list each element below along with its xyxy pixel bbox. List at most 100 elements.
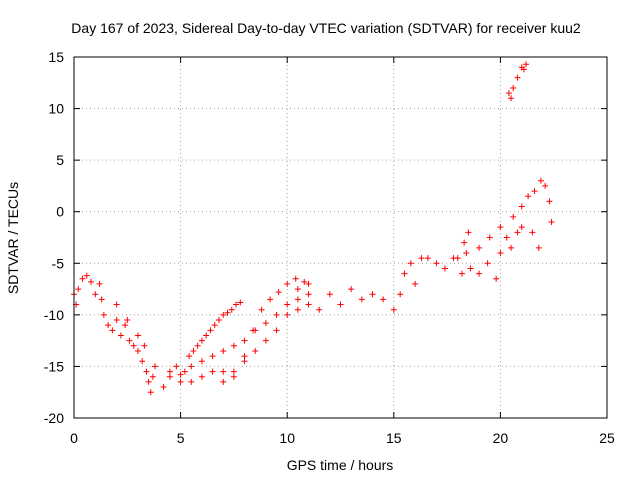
data-point (145, 378, 152, 385)
data-point (407, 260, 414, 267)
data-point (424, 255, 431, 262)
data-point (88, 278, 95, 285)
data-point (160, 384, 167, 391)
data-point (166, 368, 173, 375)
y-tick-label: 15 (48, 49, 64, 65)
data-point (275, 289, 282, 296)
data-point (476, 270, 483, 277)
data-point (535, 244, 542, 251)
data-point (316, 306, 323, 313)
tick-labels: 0 5 10 15 20 25 -20 -15 -10 -5 0 5 10 15 (44, 49, 615, 446)
data-point (505, 90, 512, 97)
data-point (294, 306, 301, 313)
data-point (510, 84, 517, 91)
y-tick-label: -10 (44, 307, 64, 323)
y-tick-label: 10 (48, 101, 64, 117)
data-point (220, 368, 227, 375)
data-point (220, 378, 227, 385)
data-point (220, 347, 227, 354)
data-point (476, 244, 483, 251)
data-point (230, 373, 237, 380)
data-point (194, 342, 201, 349)
data-point (220, 311, 227, 318)
data-point (188, 378, 195, 385)
data-point (181, 368, 188, 375)
x-tick-label: 20 (493, 430, 509, 446)
data-point (493, 275, 500, 282)
data-point (79, 275, 86, 282)
data-point (215, 317, 222, 324)
data-point (190, 347, 197, 354)
y-tick-label: 5 (56, 152, 64, 168)
data-point (294, 286, 301, 293)
data-point (525, 193, 532, 200)
data-point (262, 337, 269, 344)
data-point (454, 255, 461, 262)
data-point (100, 311, 107, 318)
data-point (337, 301, 344, 308)
data-point (497, 224, 504, 231)
data-point (273, 311, 280, 318)
data-point (546, 198, 553, 205)
data-point (177, 378, 184, 385)
data-point (369, 291, 376, 298)
data-points (71, 61, 555, 396)
data-point (418, 255, 425, 262)
data-point (273, 327, 280, 334)
y-axis-label: SDTVAR / TECUs (5, 182, 21, 294)
data-point (237, 299, 244, 306)
data-point (252, 347, 259, 354)
data-point (326, 291, 333, 298)
data-point (537, 177, 544, 184)
data-point (228, 306, 235, 313)
data-point (508, 244, 515, 251)
data-point (250, 327, 257, 334)
data-point (203, 332, 210, 339)
data-point (397, 291, 404, 298)
data-point (284, 280, 291, 287)
data-point (166, 373, 173, 380)
data-point (98, 296, 105, 303)
x-tick-label: 0 (70, 430, 78, 446)
data-point (459, 270, 466, 277)
data-point (531, 188, 538, 195)
data-point (126, 337, 133, 344)
data-point (173, 363, 180, 370)
data-point (113, 301, 120, 308)
data-point (211, 322, 218, 329)
data-point (305, 291, 312, 298)
data-point (358, 296, 365, 303)
data-point (510, 213, 517, 220)
data-point (497, 249, 504, 256)
data-point (130, 342, 137, 349)
data-point (305, 301, 312, 308)
data-point (284, 311, 291, 318)
data-point (301, 278, 308, 285)
grid (74, 57, 607, 418)
data-point (390, 306, 397, 313)
data-point (147, 389, 154, 396)
data-point (109, 327, 116, 334)
x-axis-label: GPS time / hours (287, 457, 394, 473)
data-point (529, 229, 536, 236)
data-point (83, 272, 90, 279)
data-point (542, 182, 549, 189)
data-point (348, 286, 355, 293)
data-point (465, 229, 472, 236)
data-point (233, 301, 240, 308)
data-point (241, 358, 248, 365)
data-point (520, 66, 527, 73)
data-point (514, 229, 521, 236)
data-point (514, 74, 521, 81)
data-point (230, 342, 237, 349)
data-point (122, 322, 129, 329)
y-tick-label: -5 (52, 255, 65, 271)
data-point (522, 61, 529, 68)
data-point (177, 371, 184, 378)
data-point (198, 358, 205, 365)
data-point (198, 337, 205, 344)
data-point (258, 306, 265, 313)
y-tick-label: -20 (44, 410, 64, 426)
data-point (441, 265, 448, 272)
